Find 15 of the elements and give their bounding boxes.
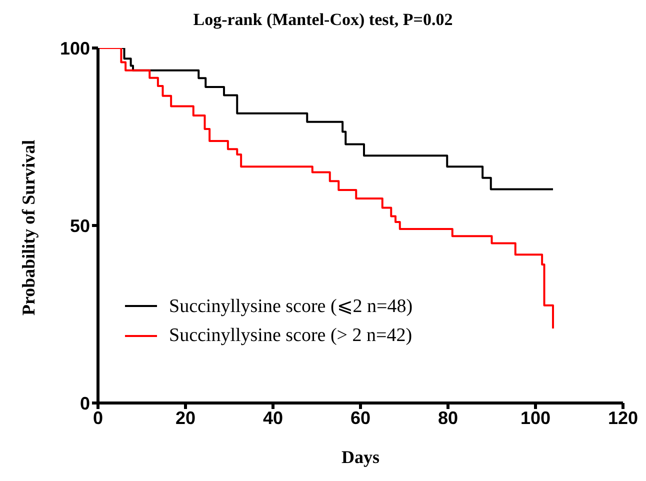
y-tick-label: 100 xyxy=(60,38,90,58)
x-tick-label: 20 xyxy=(175,408,196,428)
legend-label: Succinyllysine score (⩽2 n=48) xyxy=(169,295,413,318)
legend-label: Succinyllysine score (> 2 n=42) xyxy=(169,325,412,347)
x-tick-label: 100 xyxy=(520,408,551,428)
x-tick-label: 40 xyxy=(262,408,284,428)
y-tick-label: 50 xyxy=(70,216,90,236)
x-tick-label: 80 xyxy=(438,408,458,428)
chart-title: Log-rank (Mantel-Cox) test, P=0.02 xyxy=(192,9,454,31)
x-tick-label: 60 xyxy=(350,408,371,428)
y-axis-title: Probability of Survival xyxy=(18,140,38,316)
y-tick-label: 0 xyxy=(80,393,90,414)
x-axis-title: Days xyxy=(341,447,380,467)
x-tick-label: 0 xyxy=(92,408,104,428)
x-tick-label: 120 xyxy=(608,408,638,428)
